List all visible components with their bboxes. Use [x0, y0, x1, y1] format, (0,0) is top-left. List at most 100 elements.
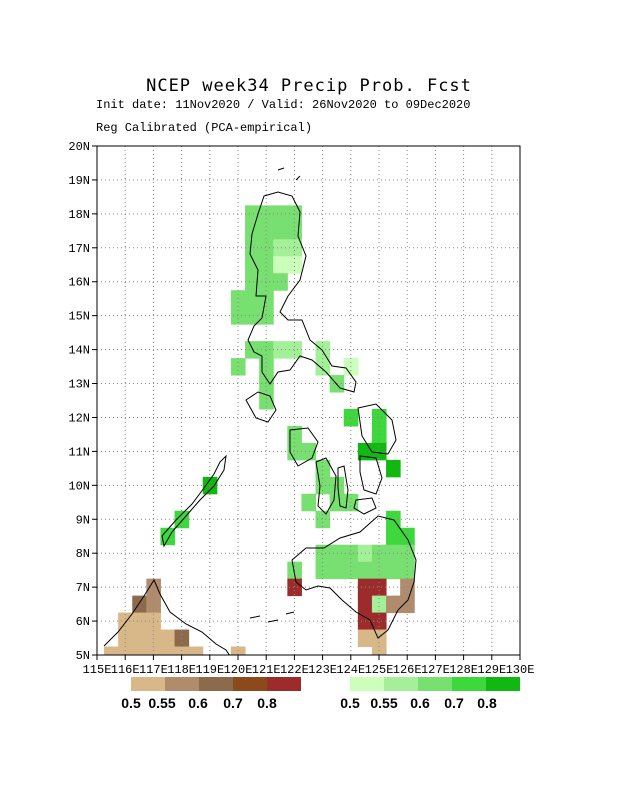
wet-probability-cell	[273, 341, 288, 359]
lon-tick-label: 129E	[477, 663, 506, 677]
negros-coast	[315, 457, 337, 515]
bohol-coast	[353, 497, 377, 515]
lon-tick-label: 128E	[449, 663, 478, 677]
lat-tick-label: 19N	[68, 174, 90, 188]
wet-probability-cell	[202, 476, 218, 495]
panay-coast	[289, 427, 319, 467]
dry-probability-cell	[287, 578, 302, 597]
wet-probability-cell	[245, 341, 260, 359]
wet-probability-cell	[273, 222, 288, 240]
colorbar-swatch	[233, 677, 267, 691]
wet-probability-cell	[287, 442, 302, 461]
lat-tick-label: 20N	[68, 140, 90, 154]
lat-tick-label: 12N	[68, 411, 90, 425]
colorbar-swatch	[384, 677, 418, 691]
colorbar-label: 0.8	[477, 695, 497, 711]
dry-probability-cell	[132, 629, 147, 648]
cebu-coast	[337, 465, 349, 509]
wet-probability-cell	[259, 256, 274, 274]
wet-probability-cell	[315, 341, 331, 359]
lon-tick-label: 123E	[308, 663, 337, 677]
wet-probability-cell	[259, 222, 274, 240]
map-title: NCEP week34 Precip Prob. Fcst	[146, 76, 472, 96]
wet-probability-cell	[400, 544, 415, 563]
wet-colorbar: 0.5 0.55 0.6 0.7 0.8	[340, 677, 520, 711]
lat-tick-label: 13N	[68, 378, 90, 392]
lon-tick-label: 130E	[506, 663, 535, 677]
wet-probability-cell	[273, 273, 288, 291]
wet-probability-cell	[386, 459, 401, 478]
latitude-tick-labels: 5N 6N 7N 8N 9N 10N 11N 12N 13N 14N 15N 16N 17N 18N 19N…	[68, 140, 97, 663]
lon-tick-label: 118E	[167, 663, 196, 677]
wet-probability-cell	[259, 341, 274, 359]
lat-tick-label: 14N	[68, 344, 90, 358]
map-subtitle-init-valid: Init date: 11Nov2020 / Valid: 26Nov2020 …	[96, 98, 471, 112]
coastline	[103, 167, 417, 655]
dry-probability-cell	[371, 578, 387, 597]
lat-tick-label: 18N	[68, 208, 90, 222]
colorbar-label: 0.5	[121, 695, 141, 711]
dry-probability-cell	[160, 629, 176, 648]
probability-cells	[104, 205, 415, 655]
lon-tick-label: 122E	[280, 663, 309, 677]
lat-tick-label: 10N	[68, 479, 90, 493]
lon-tick-label: 121E	[252, 663, 281, 677]
wet-probability-cell	[329, 476, 345, 495]
colorbar-swatch	[199, 677, 233, 691]
dry-probability-cell	[371, 612, 387, 631]
longitude-tick-labels: 115E 116E 117E 118E 119E 120E 121E 122E 123E 124E…	[83, 655, 535, 677]
wet-probability-cell	[287, 239, 302, 257]
wet-probability-cell	[301, 493, 317, 512]
wet-probability-cell	[273, 239, 288, 257]
colorbar-label: 0.6	[410, 695, 430, 711]
mindoro-coast	[245, 391, 277, 423]
wet-probability-cell	[400, 527, 415, 546]
dry-probability-cell	[146, 595, 161, 614]
wet-probability-cell	[245, 256, 260, 274]
wet-probability-cell	[343, 408, 359, 427]
wet-probability-cell	[315, 544, 331, 563]
map-subtitle-method: Reg Calibrated (PCA-empirical)	[96, 121, 313, 135]
dry-probability-cell	[132, 612, 147, 631]
colorbar-label: 0.55	[148, 695, 175, 711]
colorbar-swatch	[165, 677, 199, 691]
dry-probability-cell	[357, 629, 373, 648]
wet-probability-cell	[245, 222, 260, 240]
borneo-coast	[103, 578, 230, 655]
dry-probability-cell	[132, 646, 147, 655]
wet-probability-cell	[287, 256, 302, 274]
lon-tick-label: 124E	[336, 663, 365, 677]
luzon-coast	[247, 191, 357, 393]
dry-probability-cell	[357, 595, 373, 614]
lon-tick-label: 117E	[139, 663, 168, 677]
wet-probability-cell	[315, 510, 331, 529]
colorbar-label: 0.7	[444, 695, 464, 711]
colorbar-swatch	[131, 677, 165, 691]
wet-probability-cell	[329, 493, 345, 512]
colorbar-swatch	[418, 677, 452, 691]
sulu-islands	[249, 611, 295, 623]
colorbar-swatch	[350, 677, 384, 691]
wet-probability-cell	[371, 595, 387, 614]
lon-tick-label: 126E	[393, 663, 422, 677]
lat-tick-label: 15N	[68, 310, 90, 324]
wet-probability-cell	[371, 442, 387, 461]
lat-tick-label: 11N	[68, 445, 90, 459]
wet-probability-cell	[386, 527, 401, 546]
colorbar-label: 0.8	[257, 695, 277, 711]
wet-probability-cell	[343, 544, 359, 563]
mindanao-coast	[291, 515, 417, 639]
colorbar-label: 0.55	[370, 695, 397, 711]
colorbar-label: 0.6	[188, 695, 208, 711]
samar-coast	[357, 403, 397, 455]
wet-probability-cell	[230, 307, 246, 325]
wet-probability-cell	[259, 239, 274, 257]
dry-probability-cell	[386, 595, 401, 614]
lat-tick-label: 9N	[76, 513, 90, 527]
lat-tick-label: 8N	[76, 547, 90, 561]
wet-probability-cell	[386, 561, 401, 580]
wet-probability-cell	[245, 239, 260, 257]
dry-probability-cell	[400, 595, 415, 614]
colorbar-swatch	[486, 677, 520, 691]
